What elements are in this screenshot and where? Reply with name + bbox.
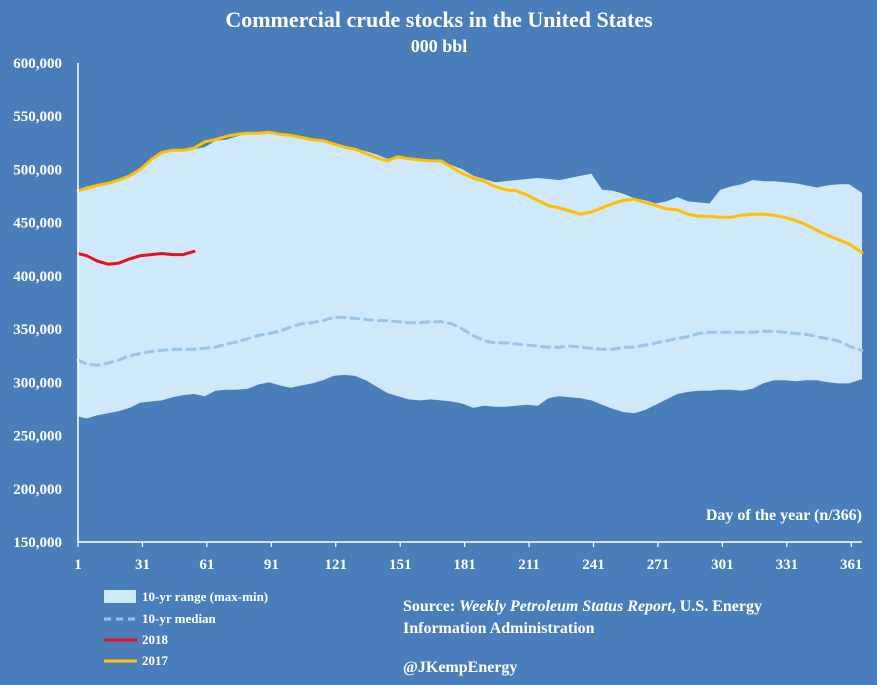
x-tick-label: 1 — [74, 557, 82, 573]
source-line-2: Information Administration — [403, 620, 595, 637]
legend-swatch-range — [104, 590, 136, 603]
legend: 10-yr range (max-min) 10-yr median 2018 … — [104, 589, 268, 668]
y-tick-label: 550,000 — [13, 109, 62, 125]
chart-subtitle: 000 bbl — [411, 36, 468, 56]
series-line-2017 — [76, 130, 864, 254]
twitter-handle: @JKempEnergy — [403, 659, 517, 676]
y-tick-label: 350,000 — [13, 322, 62, 338]
x-tick-label: 61 — [199, 557, 214, 573]
legend-label-median: 10-yr median — [142, 611, 217, 626]
source-prefix: Source: — [403, 598, 459, 615]
x-tick-label: 361 — [840, 557, 863, 573]
source-line-1: Source: Weekly Petroleum Status Report, … — [403, 598, 762, 615]
y-tick-label: 150,000 — [13, 535, 62, 551]
axes: 150,000 200,000 250,000 300,000 350,000 400,0… — [13, 56, 862, 573]
y-tick-label: 500,000 — [13, 162, 62, 178]
chart-title: Commercial crude stocks in the United St… — [225, 7, 653, 32]
y-tick-label: 300,000 — [13, 375, 62, 391]
x-tick-label: 121 — [325, 557, 348, 573]
legend-label-range: 10-yr range (max-min) — [142, 589, 268, 604]
x-axis-label: Day of the year (n/366) — [706, 507, 862, 524]
x-tick-label: 241 — [582, 557, 605, 573]
x-tick-label: 151 — [389, 557, 412, 573]
y-tick-label: 450,000 — [13, 216, 62, 232]
x-tick-label: 271 — [647, 557, 670, 573]
series-line-2018 — [76, 249, 196, 266]
range-band — [78, 132, 862, 419]
x-tick-label: 31 — [135, 557, 150, 573]
source-title: Weekly Petroleum Status Report — [459, 598, 672, 615]
y-tick-label: 400,000 — [13, 269, 62, 285]
source-rest: , U.S. Energy — [672, 598, 762, 615]
x-tick-label: 301 — [711, 557, 734, 573]
x-tick-label: 181 — [453, 557, 476, 573]
x-tick-label: 331 — [776, 557, 799, 573]
y-tick-label: 200,000 — [13, 482, 62, 498]
x-tick-label: 91 — [264, 557, 279, 573]
x-tick-label: 211 — [518, 557, 540, 573]
legend-label-2017: 2017 — [142, 653, 169, 668]
y-tick-label: 600,000 — [13, 56, 62, 72]
plot-area — [76, 130, 864, 419]
y-tick-label: 250,000 — [13, 429, 62, 445]
legend-label-2018: 2018 — [142, 632, 169, 647]
series-line-10-yr-median — [76, 315, 864, 367]
